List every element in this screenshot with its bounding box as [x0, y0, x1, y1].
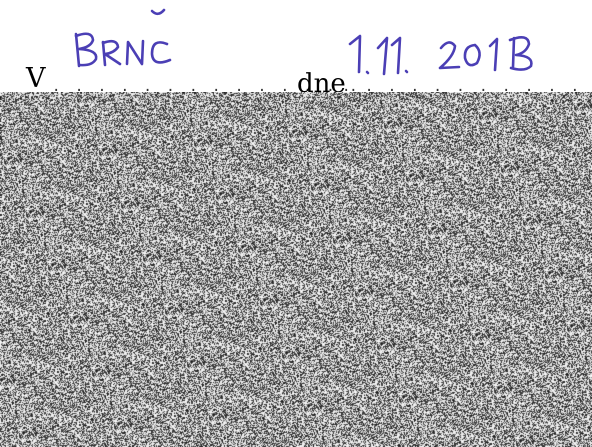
place-prefix-label: V: [26, 63, 46, 94]
handwritten-date: [348, 34, 533, 76]
handwritten-place: [74, 8, 172, 68]
noise-texture-canvas: [0, 92, 592, 447]
scanned-noise-area: [0, 92, 592, 447]
signature-place-date-line: V · · · · · · · · · · · · · · dne · · · …: [0, 0, 592, 112]
handwritten-entries: [74, 8, 533, 76]
